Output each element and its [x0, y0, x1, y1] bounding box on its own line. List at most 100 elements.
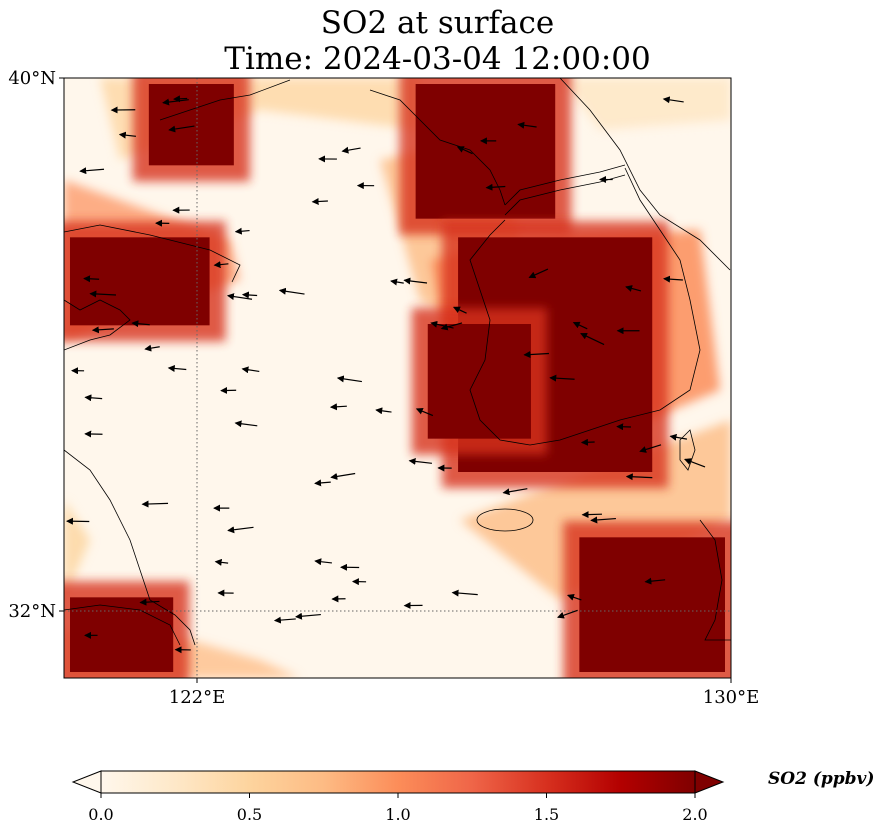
wind-arrow	[581, 511, 602, 519]
haze-west	[64, 500, 90, 600]
so2-high-region	[415, 84, 556, 219]
wind-arrow	[273, 616, 296, 624]
colorbar-tick-label: 1.5	[534, 805, 559, 824]
so2-high-region	[70, 237, 210, 326]
colorbar-extend-max	[694, 770, 725, 794]
colorbar-tick-label: 2.0	[682, 805, 707, 824]
colorbar: 0.0 0.5 1.0 1.5 2.0	[71, 770, 725, 824]
wind-arrow	[408, 457, 433, 465]
wind-arrow	[451, 589, 478, 597]
colorbar-tick-label: 0.5	[237, 805, 262, 824]
lat-tick-label-40: 40°N	[8, 68, 56, 89]
coastlines	[64, 78, 731, 646]
colorbar-extend-min	[71, 770, 102, 794]
wind-arrow	[639, 444, 662, 453]
colorbar-tick-label: 1.0	[385, 805, 410, 824]
wind-arrow	[502, 488, 528, 496]
coastline-jiangsu	[64, 449, 196, 646]
wind-arrow	[644, 577, 666, 585]
wind-arrow	[485, 183, 506, 191]
wind-arrow	[336, 375, 362, 383]
lat-tick-label-32: 32°N	[8, 601, 56, 622]
wind-arrow	[278, 287, 305, 295]
wind-arrow	[295, 612, 321, 620]
wind-arrow	[314, 558, 332, 566]
wind-arrow	[662, 96, 684, 104]
wind-arrow	[314, 479, 331, 487]
lon-tick-label-122: 122°E	[169, 687, 226, 708]
map-frame	[63, 77, 732, 679]
so2-high-layer	[64, 78, 731, 678]
wind-arrow	[311, 197, 328, 205]
wind-arrow	[241, 291, 258, 299]
wind-arrow	[580, 332, 605, 346]
wind-arrow	[669, 433, 688, 441]
wind-arrow	[590, 516, 616, 524]
so2-high-region	[579, 537, 725, 672]
coastline-liaodong	[159, 79, 291, 121]
coastline-yangtze	[64, 604, 181, 646]
wind-arrow	[517, 121, 537, 129]
haze-northeast	[560, 78, 731, 130]
wind-arrow	[329, 403, 347, 411]
coastline-border	[504, 164, 626, 206]
wind-arrow	[118, 131, 137, 139]
wind-arrow	[341, 146, 361, 154]
wind-arrow	[403, 277, 428, 285]
wind-arrow	[415, 407, 434, 417]
wind-vectors	[65, 95, 706, 654]
wind-arrow	[131, 320, 150, 328]
wind-arrow	[234, 420, 258, 428]
colorbar-ticks: 0.0 0.5 1.0 1.5 2.0	[88, 793, 708, 824]
wind-arrow	[662, 275, 683, 283]
wind-arrow	[227, 526, 254, 534]
map-title-line1: SO2 at surface	[320, 5, 555, 41]
map-title-line2: Time: 2024-03-04 12:00:00	[224, 41, 651, 77]
colorbar-label: SO2 (ppbv)	[768, 769, 875, 789]
wind-arrow	[141, 500, 169, 508]
wind-arrow	[523, 351, 549, 359]
wind-arrow	[213, 261, 229, 269]
wind-arrow	[572, 321, 588, 330]
wind-arrow	[580, 438, 595, 446]
wind-arrow	[172, 95, 188, 103]
wind-arrow	[91, 326, 114, 334]
wind-arrow	[214, 558, 229, 566]
wind-arrow	[390, 278, 404, 286]
wind-arrow	[83, 275, 100, 283]
wind-arrow	[162, 98, 189, 106]
map-plot-area	[64, 78, 731, 678]
wind-arrow	[440, 322, 463, 331]
coastline-korea	[469, 167, 701, 446]
wind-arrow	[456, 146, 473, 155]
wind-arrow	[168, 125, 195, 133]
colorbar-body	[101, 771, 695, 793]
wind-arrow	[144, 344, 160, 352]
wind-arrow	[330, 472, 356, 480]
wind-arrow	[375, 407, 392, 415]
wind-arrow	[79, 167, 105, 175]
wind-arrow	[89, 290, 116, 298]
wind-arrow	[452, 306, 467, 314]
wind-arrow	[549, 374, 575, 382]
wind-arrow	[234, 227, 250, 235]
wind-arrow	[528, 268, 549, 279]
so2-high-region	[427, 324, 531, 439]
coastline-shandong-north	[64, 224, 241, 283]
wind-arrow	[557, 609, 578, 619]
gridlines	[64, 78, 731, 678]
coastline-kyushu	[699, 519, 731, 641]
wind-arrow	[241, 366, 260, 374]
colorbar-tick-label: 0.0	[88, 805, 113, 824]
wind-arrow	[684, 458, 706, 468]
so2-high-region	[70, 597, 174, 672]
wind-arrow	[167, 364, 187, 372]
wind-arrow	[625, 285, 642, 292]
coastline-shandong	[64, 299, 131, 351]
wind-arrow	[139, 598, 160, 606]
wind-arrow	[84, 394, 103, 402]
wind-arrow	[625, 473, 653, 481]
wind-arrow	[226, 293, 253, 301]
axis-ticks: 40°N 32°N 122°E 130°E	[8, 68, 759, 708]
